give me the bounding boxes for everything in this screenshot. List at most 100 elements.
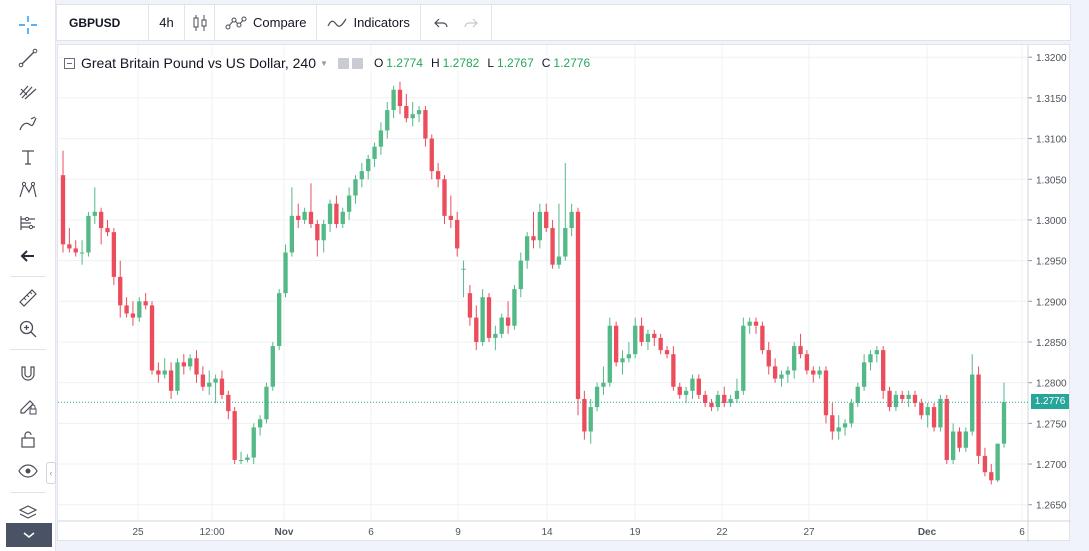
toolbar-divider (10, 492, 46, 493)
x-tick-label: 6 (1019, 527, 1025, 538)
candle-up (995, 443, 1000, 481)
collapse-toolbar-handle[interactable]: ‹ (46, 462, 56, 484)
candle-down (976, 374, 981, 456)
low-value: 1.2767 (497, 56, 534, 70)
candle-up (607, 325, 612, 383)
candle-down (639, 325, 644, 342)
close-value: 1.2776 (553, 56, 591, 70)
candle-up (855, 386, 860, 404)
candle-down (404, 106, 409, 119)
ruler-tool[interactable] (8, 283, 48, 313)
candle-down (753, 321, 759, 326)
fib-tool[interactable] (8, 76, 48, 106)
zoom-in-tool[interactable] (8, 314, 48, 344)
candle-down (505, 317, 511, 326)
candle-down (455, 219, 460, 249)
candle-down (315, 224, 320, 241)
y-tick-label: 1.2650 (1036, 501, 1067, 512)
candle-up (353, 179, 358, 196)
y-tick-label: 1.3100 (1036, 135, 1067, 146)
candle-up (213, 378, 218, 383)
lock-tool[interactable] (8, 424, 48, 454)
lock-drawing-tool[interactable] (8, 391, 48, 421)
visibility-tool[interactable] (8, 456, 48, 486)
eye-icon (18, 464, 38, 478)
redo-icon[interactable] (463, 16, 479, 30)
candle-down (73, 248, 78, 253)
crosshair-tool[interactable] (8, 10, 48, 40)
caret-down-icon[interactable]: ▼ (320, 58, 328, 68)
candle-up (86, 215, 91, 253)
magnet-tool[interactable] (8, 358, 48, 388)
candle-down (982, 455, 988, 473)
toolbar-divider (10, 349, 46, 350)
open-value-group: O 1.2774 (373, 56, 423, 70)
candle-up (741, 325, 746, 391)
candle-up (207, 382, 212, 387)
candle-up (410, 114, 415, 119)
candle-down (671, 354, 676, 387)
interval-button[interactable]: 4h (149, 5, 185, 40)
candle-up (378, 130, 384, 147)
candle-down (232, 411, 237, 460)
candle-up (264, 386, 269, 420)
candle-down (544, 211, 549, 229)
candle-down (442, 179, 447, 216)
text-tool[interactable] (8, 142, 48, 172)
candle-up (175, 362, 180, 391)
layers-tool[interactable] (8, 498, 48, 528)
candle-down (219, 378, 225, 395)
candle-down (811, 370, 816, 375)
brush-tool[interactable] (8, 109, 48, 139)
chart-style-button[interactable] (185, 5, 215, 40)
x-tick-label: Nov (275, 527, 294, 538)
y-tick-label: 1.2750 (1036, 419, 1067, 430)
prediction-icon (20, 216, 35, 230)
series-title[interactable]: Great Britain Pound vs US Dollar, 240 (81, 55, 317, 71)
undo-icon[interactable] (433, 16, 449, 30)
candle-down (181, 362, 186, 367)
expand-toolbar-button[interactable] (6, 523, 52, 547)
y-tick-label: 1.2950 (1036, 257, 1067, 268)
candle-up (601, 382, 606, 387)
price-chart[interactable]: 1.2650 1.2700 1.2750 1.2800 1.2850 1.2900 1.29… (58, 45, 1071, 542)
candle-up (327, 203, 333, 225)
candle-down (582, 398, 587, 432)
magnet-icon (21, 366, 35, 381)
pattern-tool[interactable] (8, 175, 48, 205)
ruler-icon (19, 289, 37, 307)
candle-up (728, 398, 733, 404)
legend-collapse-button[interactable] (64, 57, 75, 69)
symbol-search-button[interactable]: GBPUSD (57, 5, 149, 40)
settings-icon[interactable] (337, 57, 349, 69)
candle-down (919, 403, 924, 416)
candle-down (143, 301, 148, 306)
candle-up (238, 459, 244, 461)
candle-up (257, 419, 263, 428)
close-icon[interactable] (351, 57, 363, 69)
candle-down (423, 110, 428, 139)
candle-up (633, 325, 638, 355)
prediction-tool[interactable] (8, 208, 48, 238)
compare-button[interactable]: Compare (215, 5, 318, 40)
candle-up (92, 211, 97, 216)
indicators-button[interactable]: Indicators (317, 5, 421, 40)
close-value-group: C 1.2776 (541, 56, 591, 70)
chart-pane[interactable]: 1.2650 1.2700 1.2750 1.2800 1.2850 1.2900 1.29… (57, 44, 1071, 542)
candle-down (823, 370, 829, 416)
candle-up (188, 358, 193, 367)
candle-up (963, 431, 969, 448)
candle-up (861, 362, 867, 387)
trend-line-tool[interactable] (8, 43, 48, 73)
back-tool[interactable] (8, 241, 48, 271)
symbol-label: GBPUSD (69, 15, 121, 30)
x-tick-label: 12:00 (199, 527, 224, 538)
x-tick-label: 19 (629, 527, 641, 538)
candle-down (118, 276, 123, 306)
y-tick-label: 1.3200 (1036, 53, 1067, 64)
candle-up (391, 89, 396, 111)
candle-up (499, 317, 504, 334)
candle-up (461, 268, 466, 270)
candle-down (804, 354, 810, 371)
